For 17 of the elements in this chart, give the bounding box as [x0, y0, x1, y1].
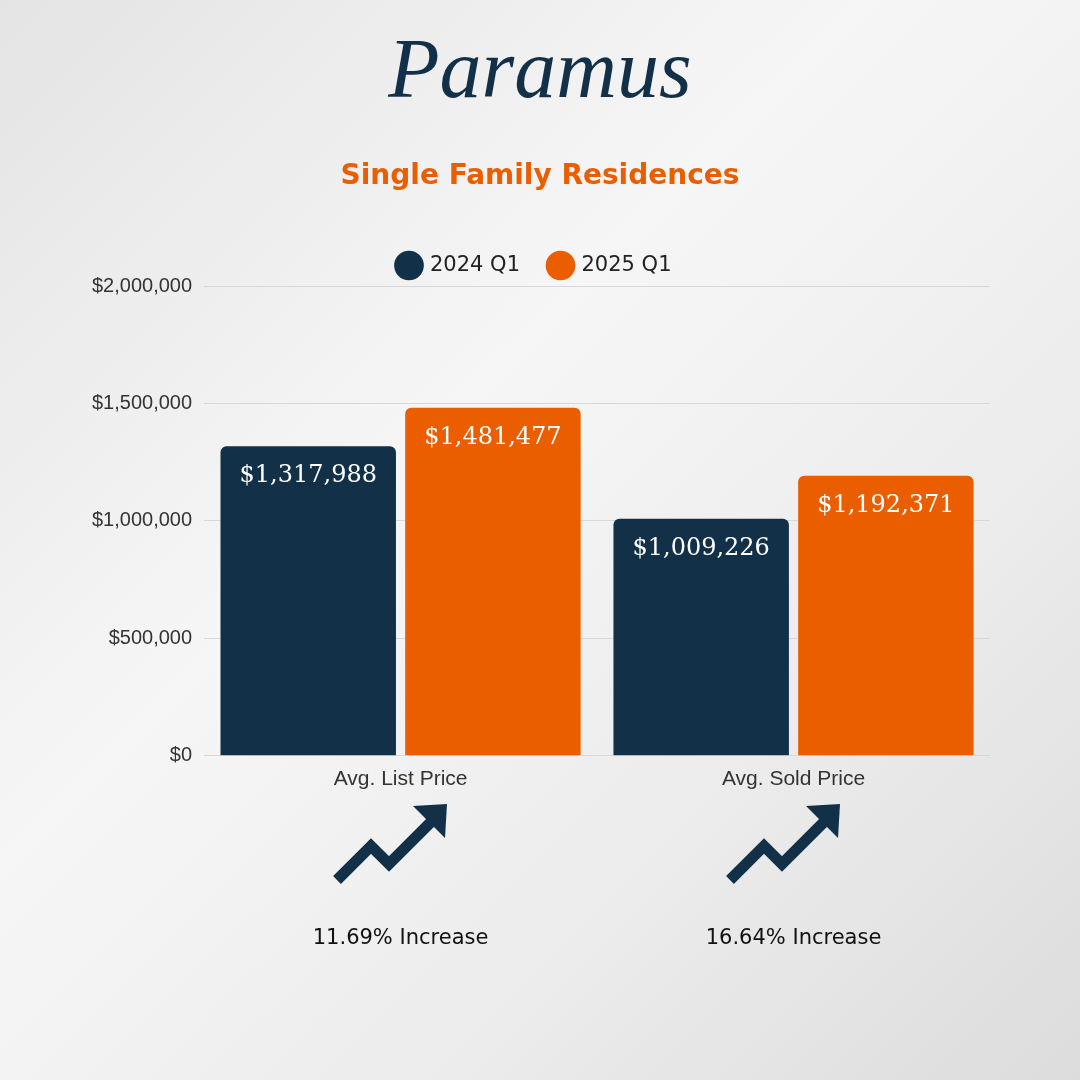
data-label: $1,317,988: [239, 460, 377, 489]
data-label: $1,481,477: [424, 422, 562, 451]
chart-title: Paramus: [387, 21, 693, 117]
y-tick-label: $2,000,000: [91, 273, 193, 296]
legend-label: 2024 Q1: [429, 251, 521, 276]
text: 11.69% Increase: [311, 925, 490, 949]
y-tick-label: $0: [169, 743, 193, 766]
y-tick-label: $1,000,000: [91, 508, 193, 531]
chart-subtitle: Single Family Residences: [339, 158, 741, 191]
data-label: $1,009,226: [632, 532, 770, 561]
x-tick-label: Avg. List Price: [333, 766, 468, 790]
y-tick-label: $500,000: [108, 625, 193, 648]
text: 16.64% Increase: [704, 925, 883, 949]
x-tick-label: Avg. Sold Price: [721, 766, 866, 790]
data-label: $1,192,371: [817, 489, 955, 518]
y-tick-label: $1,500,000: [91, 390, 193, 413]
legend-label: 2025 Q1: [581, 251, 672, 276]
